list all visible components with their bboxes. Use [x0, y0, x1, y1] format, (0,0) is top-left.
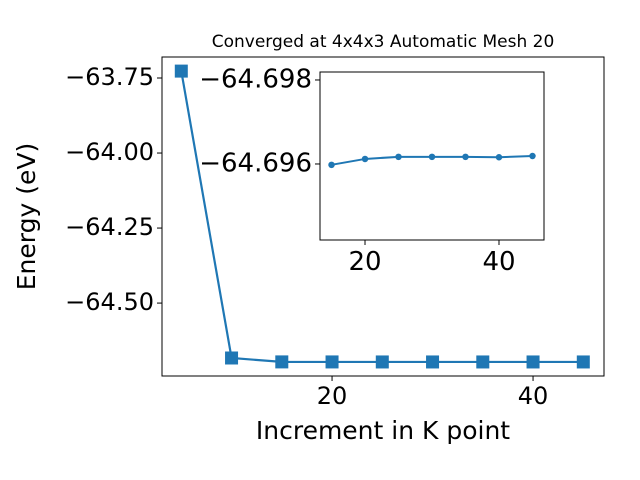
y-axis-label: Energy (eV): [12, 143, 41, 290]
chart-title: Converged at 4x4x3 Automatic Mesh 20: [212, 32, 555, 52]
x-axis-label: Increment in K point: [256, 416, 510, 445]
x-tick-label: 40: [482, 247, 515, 277]
marker: [328, 161, 335, 169]
marker: [428, 153, 436, 161]
marker: [462, 153, 469, 161]
marker: [325, 355, 339, 369]
marker: [225, 351, 239, 365]
marker: [529, 152, 536, 160]
marker: [375, 355, 389, 369]
marker: [576, 355, 590, 369]
y-tick-label: −64.25: [65, 213, 154, 241]
y-tick-label: −64.696: [199, 148, 312, 178]
marker: [361, 155, 369, 163]
x-tick-label: 20: [317, 382, 348, 410]
marker: [476, 355, 490, 369]
marker: [174, 64, 188, 78]
y-tick-label: −64.50: [65, 288, 154, 316]
marker: [495, 154, 503, 161]
y-tick-label: −64.698: [199, 64, 312, 94]
marker: [275, 355, 289, 369]
y-tick-label: −64.00: [65, 138, 154, 166]
marker: [526, 355, 540, 369]
marker: [395, 153, 402, 161]
x-tick-label: 40: [518, 382, 549, 410]
marker: [426, 355, 440, 369]
x-tick-label: 20: [348, 247, 381, 277]
y-tick-label: −63.75: [65, 63, 154, 91]
